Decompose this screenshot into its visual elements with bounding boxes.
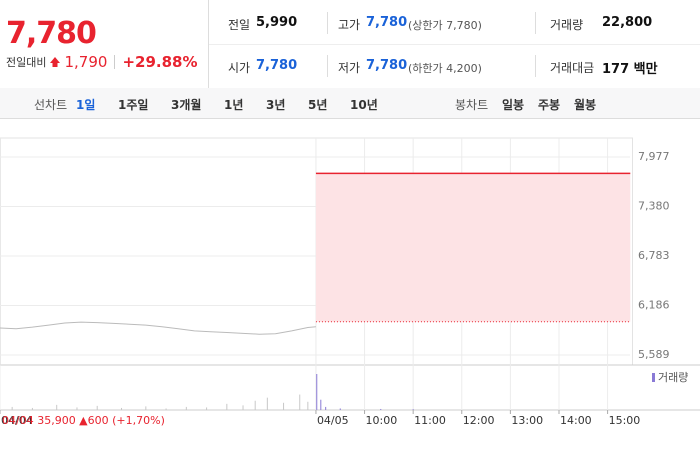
change-label: 전일대비 [6, 56, 47, 69]
change-row: 전일대비 1,790 +29.88% [6, 53, 197, 71]
x-tick-label: 12:00 [463, 414, 495, 427]
tab[interactable]: 3개월 [171, 98, 202, 112]
divider [535, 55, 536, 77]
tab[interactable]: 1주일 [118, 98, 149, 112]
legend-swatch [652, 373, 655, 382]
volume-bar [11, 406, 13, 410]
tab[interactable]: 주봉 [538, 98, 561, 112]
change: 1,790 [64, 53, 108, 71]
summary-note: (상한가 7,780) [408, 19, 482, 32]
volume-bar [96, 405, 98, 410]
volume-bar [325, 406, 327, 410]
tab[interactable]: 3년 [266, 98, 286, 112]
divider [209, 44, 700, 45]
divider [114, 55, 116, 69]
up-icon [50, 57, 61, 67]
volume-bar [299, 394, 301, 410]
price-line [0, 321, 317, 335]
volume-bar [206, 407, 208, 410]
volume-bar [56, 404, 58, 410]
volume-bar [242, 405, 244, 410]
divider [208, 0, 209, 88]
chart: 7,977 7,380 6,783 6,186 5,589 04/04 04/05 10:00… [0, 137, 700, 427]
summary-value: 7,780 [366, 58, 408, 73]
summary-note: (하한가 4,200) [408, 62, 482, 75]
divider [327, 12, 328, 34]
tab-label: 봉차트 [455, 98, 489, 112]
volume-bar [145, 406, 147, 410]
volume-bar [307, 401, 309, 410]
x-tick-label: 11:00 [414, 414, 446, 427]
summary-label: 고가 [338, 18, 361, 32]
x-tick-label: 04/04 [1, 414, 33, 427]
x-tick-label: 14:00 [560, 414, 592, 427]
volume-bar [185, 406, 187, 410]
y-tick-label: 6,186 [638, 299, 670, 312]
volume-bar [380, 408, 382, 410]
volume-bar [31, 407, 33, 410]
up-area [315, 173, 631, 322]
volume-bar [316, 374, 318, 410]
tab[interactable]: 1일 [76, 98, 96, 112]
tab[interactable]: 5년 [308, 98, 328, 112]
volume-bar [121, 407, 123, 410]
summary-value: 177 백만 [602, 62, 658, 77]
volume-bar [283, 402, 285, 410]
y-tick-label: 6,783 [638, 249, 670, 262]
y-tick-label: 7,380 [638, 200, 670, 213]
y-tick-label: 7,977 [638, 150, 670, 163]
change-rate: +29.88% [122, 53, 198, 71]
prev-day-note: 04/04 35,900 ▲600 (+1,70%) [2, 414, 165, 427]
volume-bar [76, 407, 78, 410]
summary-label: 전일 [228, 18, 251, 32]
volume-bar [226, 403, 228, 410]
summary-value: 7,780 [366, 15, 408, 30]
summary-value: 7,780 [256, 58, 298, 73]
tab[interactable]: 월봉 [574, 98, 597, 112]
summary-value: 22,800 [602, 15, 653, 30]
x-tick-label: 10:00 [366, 414, 398, 427]
summary-label: 저가 [338, 61, 361, 75]
volume-bar [254, 400, 256, 410]
summary-label: 거래량 [550, 18, 584, 32]
volume-bar [165, 408, 167, 410]
tab-bar [0, 88, 700, 119]
x-tick-label: 13:00 [511, 414, 543, 427]
y-tick-label: 5,589 [638, 348, 670, 361]
summary-label: 시가 [228, 61, 251, 75]
summary-label: 거래대금 [550, 61, 595, 75]
legend-label: 거래량 [658, 371, 688, 384]
x-tick-label: 04/05 [317, 414, 349, 427]
divider [327, 55, 328, 77]
tab-label: 선차트 [34, 98, 68, 112]
price: 7,780 [6, 16, 97, 51]
tab[interactable]: 1년 [224, 98, 244, 112]
volume-bar [339, 408, 341, 410]
tab[interactable]: 10년 [350, 98, 378, 112]
volume-bar [320, 399, 322, 410]
volume-bar [412, 409, 414, 410]
summary-value: 5,990 [256, 15, 298, 30]
tab[interactable]: 일봉 [502, 98, 525, 112]
volume-bar [266, 397, 268, 410]
divider [535, 12, 536, 34]
x-tick-label: 15:00 [609, 414, 641, 427]
